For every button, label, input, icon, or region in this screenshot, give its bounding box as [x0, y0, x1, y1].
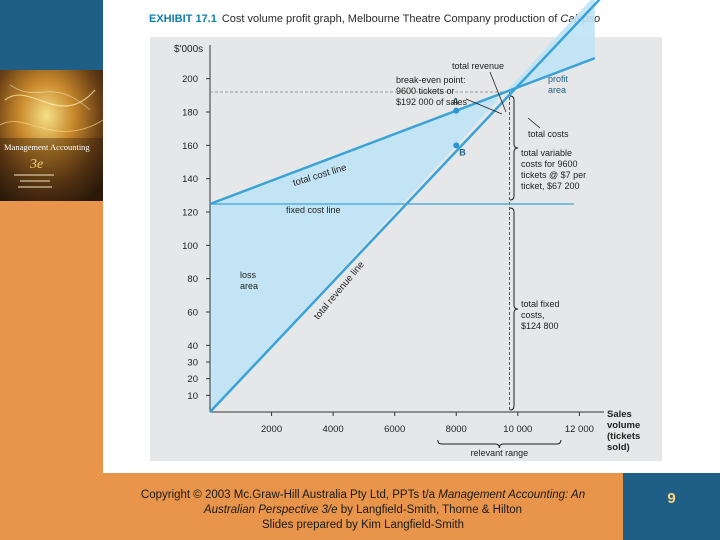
point-label-b: B [459, 147, 466, 157]
variable-costs-label: costs for 9600 [521, 159, 578, 169]
total-cost-line [209, 56, 596, 206]
profit-area-label: profit [548, 74, 569, 84]
page-number: 9 [667, 490, 676, 507]
x-tick-label: 8000 [446, 424, 467, 435]
copyright-line2: by Langfield-Smith, Thorne & Hilton [337, 504, 523, 516]
y-tick-label: 30 [187, 358, 198, 369]
fixed-costs-label: costs, [521, 310, 545, 320]
copyright-text: Copyright © 2003 Mc.Graw-Hill Australia … [110, 488, 616, 533]
profit-area-fill [505, 0, 595, 92]
total-costs-label: total costs [528, 129, 569, 139]
fixed-costs-brace [509, 207, 519, 411]
total-costs-pointer [527, 117, 541, 129]
y-tick-label: 180 [182, 108, 198, 119]
break-even-label: break-even point: [396, 75, 466, 85]
break-even-pointer [465, 98, 503, 115]
book-cover-image: Management Accounting 3e [0, 70, 103, 201]
page-number-block [623, 473, 720, 540]
cover-edition: 3e [29, 157, 43, 172]
y-tick-label: 60 [187, 308, 198, 319]
variable-costs-label: tickets @ $7 per [521, 170, 586, 180]
total-revenue-pointer [489, 71, 507, 113]
copyright-line3: Slides prepared by Kim Langfield-Smith [262, 519, 464, 531]
copyright-line2-italic: Australian Perspective 3/e [203, 504, 338, 516]
y-tick-label: 10 [187, 391, 198, 402]
variable-costs-brace [509, 95, 519, 201]
x-tick-label: 4000 [323, 424, 344, 435]
x-axis-title: sold) [607, 442, 630, 453]
y-tick-label: 160 [182, 141, 198, 152]
copyright-line1-italic: Management Accounting: An [438, 489, 586, 501]
left-navy-block [0, 0, 103, 70]
loss-area-label: loss [240, 270, 257, 280]
x-axis-title: (tickets [607, 431, 640, 442]
break-even-label: 9600 tickets or [396, 86, 455, 96]
exhibit-title: Cost volume profit graph, Melbourne Thea… [221, 13, 558, 25]
relevant-range-brace [437, 439, 562, 449]
x-tick-label: 10 000 [503, 424, 532, 435]
point-label-a: A [452, 97, 459, 107]
relevant-range-label: relevant range [471, 448, 529, 458]
exhibit-label: EXHIBIT 17.1 [149, 13, 217, 25]
x-axis-title: volume [607, 420, 640, 431]
point-b [453, 142, 460, 149]
y-tick-label: 140 [182, 174, 198, 185]
x-tick-label: 12 000 [565, 424, 594, 435]
y-tick-label: 80 [187, 274, 198, 285]
fixed-costs-label: total fixed [521, 299, 560, 309]
copyright-line1: Copyright © 2003 Mc.Graw-Hill Australia … [140, 489, 439, 501]
y-tick-label: 200 [182, 74, 198, 85]
y-tick-label: 40 [187, 341, 198, 352]
y-axis-title: $'000s [174, 44, 203, 55]
cover-title: Management Accounting [4, 142, 90, 152]
x-axis-title: Sales [607, 409, 632, 420]
fixed-cost-line-label: fixed cost line [286, 205, 341, 215]
break-even-label: $192 000 of sales [396, 97, 468, 107]
loss-area-label: area [240, 281, 258, 291]
x-tick-label: 2000 [261, 424, 282, 435]
y-tick-label: 100 [182, 241, 198, 252]
total-revenue-label: total revenue [452, 61, 504, 71]
y-tick-label: 20 [187, 374, 198, 385]
variable-costs-label: total variable [521, 148, 572, 158]
point-a [453, 107, 460, 114]
y-tick-label: 120 [182, 208, 198, 219]
profit-area-label: area [548, 85, 566, 95]
total-revenue-line [209, 0, 601, 413]
footer-bar [103, 473, 623, 540]
variable-costs-label: ticket, $67 200 [521, 181, 580, 191]
x-tick-label: 6000 [384, 424, 405, 435]
fixed-costs-label: $124 800 [521, 321, 559, 331]
